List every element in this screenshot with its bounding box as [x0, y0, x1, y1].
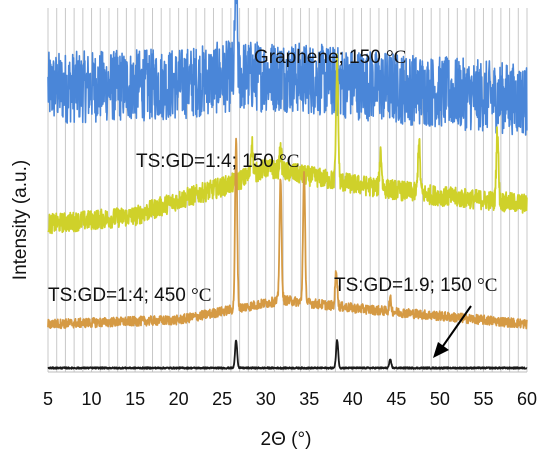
x-axis-title: 2Θ (°) — [261, 429, 312, 450]
x-tick-label: 15 — [125, 389, 145, 409]
x-tick-label: 35 — [299, 389, 319, 409]
label-tsgd-1-4-450: TS:GD=1:4; 450 °C — [48, 285, 211, 306]
label-graphene-150: Graphene; 150 °C — [254, 47, 406, 68]
series-line-0 — [47, 0, 528, 136]
x-tick-label: 40 — [343, 389, 363, 409]
arrow-shaft — [442, 305, 472, 347]
y-axis-title: Intensity (a.u.) — [10, 160, 31, 280]
x-tick-label: 20 — [169, 389, 189, 409]
x-tick-label: 50 — [430, 389, 450, 409]
label-tsgd-1-9-150: TS:GD=1.9; 150 °C — [334, 275, 497, 296]
x-tick-label: 30 — [256, 389, 276, 409]
arrow-pointer — [433, 305, 472, 358]
x-tick-label: 5 — [43, 389, 53, 409]
x-tick-label: 10 — [82, 389, 102, 409]
arrow-head — [433, 342, 449, 358]
series-group — [47, 0, 528, 370]
x-tick-label: 55 — [473, 389, 493, 409]
x-tick-label: 60 — [517, 389, 537, 409]
series-line-1 — [47, 53, 528, 235]
x-tick-labels: 5 10 15 20 25 30 35 40 45 50 55 60 — [43, 389, 537, 409]
series-line-3 — [47, 339, 528, 370]
x-tick-label: 45 — [386, 389, 406, 409]
series-line-2 — [47, 137, 528, 330]
label-tsgd-1-4-150: TS:GD=1:4; 150 °C — [136, 151, 299, 172]
x-tick-label: 25 — [212, 389, 232, 409]
